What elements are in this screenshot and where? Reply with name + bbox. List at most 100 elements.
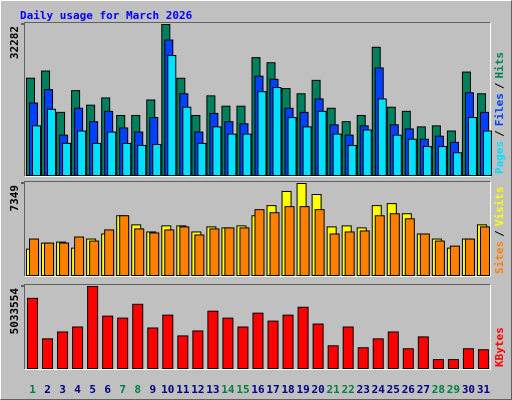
panel-border-dark <box>24 22 491 177</box>
bar <box>447 359 459 370</box>
bar <box>477 349 489 369</box>
bar <box>449 245 460 277</box>
bar <box>252 312 264 369</box>
x-tick-label: 8 <box>134 383 141 396</box>
bar <box>422 146 432 177</box>
x-tick-label: 28 <box>432 383 445 396</box>
bar <box>329 233 340 277</box>
x-tick-label: 11 <box>176 383 190 396</box>
panel-border-dark <box>24 181 491 277</box>
panel-border-light <box>24 22 491 177</box>
legend-entry: Hits <box>493 52 506 79</box>
bar <box>357 347 369 370</box>
bar <box>119 215 130 276</box>
bar <box>57 331 69 369</box>
bar <box>192 330 204 370</box>
bar <box>27 297 38 369</box>
bar <box>374 215 385 276</box>
bar <box>72 326 84 369</box>
bar <box>32 125 41 176</box>
bar <box>59 242 70 276</box>
bar <box>297 306 309 369</box>
x-tick-label: 12 <box>191 383 204 396</box>
bar <box>332 133 342 176</box>
x-tick-label: 27 <box>417 383 430 396</box>
bar <box>462 348 474 370</box>
bar <box>87 286 99 369</box>
bar <box>74 236 85 276</box>
bar <box>389 213 400 276</box>
bar <box>342 326 354 369</box>
legend-entry: Files <box>493 93 506 126</box>
bar <box>327 345 339 370</box>
bar <box>347 144 357 177</box>
x-tick-label: 20 <box>312 383 325 396</box>
bar <box>437 146 447 177</box>
legend: KBytes <box>493 327 506 367</box>
bar <box>197 142 207 176</box>
bar <box>284 206 295 276</box>
bar <box>222 317 234 369</box>
bar <box>257 91 267 176</box>
bar <box>317 110 327 176</box>
bar <box>179 226 190 276</box>
x-tick-label: 9 <box>149 383 156 396</box>
bar <box>149 232 160 276</box>
bar <box>282 314 294 369</box>
bar <box>312 323 324 369</box>
x-tick-label: 5 <box>89 383 96 396</box>
x-tick-label: 6 <box>104 383 111 396</box>
x-tick-label: 25 <box>387 383 400 396</box>
bar <box>452 152 462 177</box>
bar <box>237 326 249 369</box>
bar <box>407 138 417 177</box>
legend-entry: Pages <box>493 141 506 174</box>
bar <box>377 98 387 176</box>
panel-border-light <box>24 181 491 277</box>
bar <box>42 338 54 369</box>
bar <box>402 348 414 370</box>
bar <box>464 238 475 276</box>
x-tick-label: 31 <box>477 383 491 396</box>
bar <box>417 336 429 370</box>
panel-border-light <box>24 284 491 370</box>
x-tick-label: 10 <box>161 383 174 396</box>
bar <box>212 126 222 176</box>
bar <box>62 142 72 176</box>
bar <box>287 117 297 176</box>
bar <box>117 317 129 369</box>
bar <box>467 117 477 176</box>
bar <box>47 108 57 176</box>
x-tick-label: 23 <box>357 383 370 396</box>
x-tick-label: 19 <box>296 383 309 396</box>
bar <box>267 320 279 369</box>
x-tick-label: 17 <box>266 383 279 396</box>
x-tick-label: 4 <box>74 383 81 396</box>
bar <box>432 359 444 370</box>
bar <box>29 238 39 276</box>
bar <box>132 303 144 369</box>
bar <box>344 231 355 277</box>
x-tick-label: 30 <box>462 383 475 396</box>
bar <box>122 142 132 176</box>
bar <box>194 234 205 276</box>
x-tick-label: 2 <box>44 383 51 396</box>
bar <box>302 126 312 176</box>
legend-separator: / <box>493 130 506 137</box>
legend-separator: / <box>493 82 506 89</box>
bar <box>164 229 175 277</box>
bar <box>167 55 177 176</box>
bar <box>242 133 252 176</box>
x-tick-label: 29 <box>447 383 460 396</box>
bar <box>419 233 430 277</box>
x-tick-label: 13 <box>206 383 219 396</box>
legend: Pages / Files / Hits <box>493 52 506 174</box>
bar <box>89 240 100 276</box>
x-tick-label: 3 <box>59 383 66 396</box>
x-tick-label: 1 <box>29 383 36 396</box>
bar <box>147 327 159 370</box>
chart-title: Daily usage for March 2026 <box>20 9 193 22</box>
x-tick-label: 18 <box>281 383 294 396</box>
bar <box>107 131 117 176</box>
